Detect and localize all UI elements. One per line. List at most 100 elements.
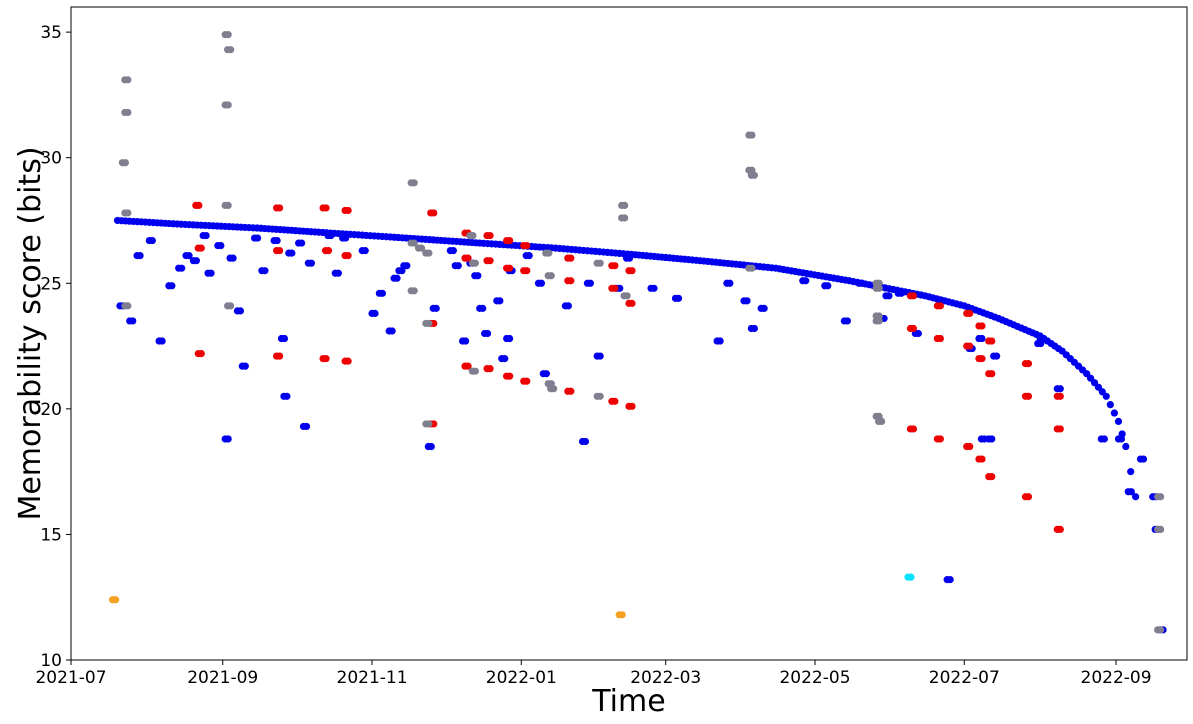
data-point <box>988 473 996 481</box>
data-point <box>650 284 658 292</box>
data-point <box>197 349 205 358</box>
data-point <box>621 214 629 222</box>
data-point <box>227 46 235 54</box>
y-axis: 10 15 20 25 30 35 <box>40 23 71 671</box>
data-point <box>993 352 1001 360</box>
data-point <box>567 254 575 262</box>
data-point <box>506 334 514 343</box>
data-point <box>136 252 144 260</box>
data-point <box>261 267 269 275</box>
x-tick-label: 2022-01 <box>486 668 557 688</box>
data-point <box>324 247 333 255</box>
data-point <box>674 294 683 302</box>
data-point <box>1157 626 1165 634</box>
data-point <box>506 236 514 245</box>
data-point <box>454 262 462 270</box>
data-point <box>202 231 210 240</box>
data-point <box>425 420 433 428</box>
data-point <box>378 289 386 297</box>
data-point <box>361 247 369 255</box>
data-point <box>716 337 724 345</box>
data-point <box>207 269 215 277</box>
data-point <box>596 352 604 360</box>
data-point <box>628 267 636 275</box>
data-point <box>388 327 396 335</box>
data-point <box>224 201 232 210</box>
data-point <box>875 317 883 325</box>
data-point <box>417 244 426 252</box>
data-point <box>1056 385 1064 393</box>
trend-point <box>1102 392 1110 400</box>
data-point <box>843 317 851 325</box>
data-point <box>506 264 514 272</box>
data-point <box>486 231 494 240</box>
data-point <box>229 254 237 262</box>
data-point <box>197 244 205 252</box>
plot-frame <box>70 6 1188 661</box>
data-point <box>280 334 289 343</box>
data-point <box>224 31 232 39</box>
data-point <box>1024 360 1033 368</box>
trend-point <box>1114 417 1123 425</box>
data-point <box>403 262 411 270</box>
x-tick-label: 2022-09 <box>1081 668 1152 688</box>
data-point <box>474 272 482 280</box>
data-point <box>1117 435 1126 443</box>
x-tick-label: 2021-09 <box>187 668 258 688</box>
data-point <box>596 259 604 267</box>
data-point <box>501 355 509 363</box>
trend-point <box>1127 468 1135 476</box>
data-point <box>1157 493 1165 501</box>
data-point <box>283 392 291 400</box>
data-point <box>750 324 758 333</box>
data-point <box>371 309 379 318</box>
data-point <box>275 352 284 360</box>
data-point <box>748 131 756 139</box>
data-point <box>129 317 137 325</box>
data-point <box>909 292 918 300</box>
data-point <box>322 355 330 363</box>
x-tick-label: 2022-07 <box>929 668 1000 688</box>
data-point <box>978 322 986 330</box>
data-point <box>748 264 756 272</box>
x-tick-label: 2021-07 <box>35 668 106 688</box>
data-point <box>581 437 590 446</box>
y-tick-label: 35 <box>40 23 62 43</box>
data-point <box>227 302 235 310</box>
data-point <box>621 201 629 210</box>
data-point <box>1056 425 1064 433</box>
data-point <box>410 287 418 295</box>
data-point <box>195 201 203 210</box>
data-point <box>523 377 531 385</box>
data-point <box>623 292 631 300</box>
trend-point <box>1122 442 1130 451</box>
data-point <box>586 279 594 287</box>
data-point <box>302 422 311 431</box>
data-point <box>618 611 626 619</box>
data-point <box>217 242 225 250</box>
data-point <box>858 279 866 287</box>
data-point <box>1139 455 1148 463</box>
data-point <box>611 397 619 405</box>
data-point <box>449 247 457 255</box>
data-point <box>327 231 335 240</box>
data-point <box>875 284 883 292</box>
y-tick-label: 30 <box>40 149 62 169</box>
data-point <box>1039 334 1047 343</box>
data-point <box>224 435 232 443</box>
data-point <box>523 267 531 275</box>
data-point <box>878 417 886 425</box>
x-axis-label: Time <box>591 684 665 719</box>
data-point <box>1056 525 1064 534</box>
data-point <box>425 249 433 257</box>
data-point <box>236 307 245 315</box>
data-point <box>464 254 472 262</box>
data-point <box>726 279 734 287</box>
data-point <box>523 242 531 250</box>
data-point <box>124 76 132 84</box>
y-tick-label: 10 <box>40 651 62 671</box>
data-point <box>273 236 281 245</box>
points-layer <box>109 31 1167 634</box>
data-point <box>525 252 533 260</box>
data-point <box>1056 392 1064 400</box>
